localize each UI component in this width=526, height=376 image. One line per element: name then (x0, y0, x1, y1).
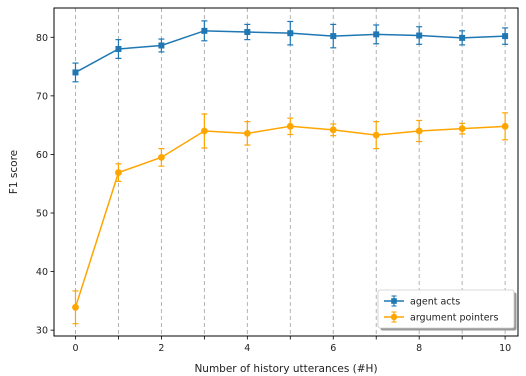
x-tick-label-5: 10 (499, 343, 511, 354)
point-0-4 (244, 29, 251, 36)
point-1-7 (372, 131, 380, 139)
x-axis-label: Number of history utterances (#H) (194, 363, 377, 375)
point-1-9 (458, 125, 466, 133)
point-0-10 (502, 33, 509, 40)
legend: agent acts argument pointers (377, 289, 517, 331)
point-1-5 (286, 122, 294, 130)
point-1-0 (72, 303, 79, 311)
point-1-10 (501, 122, 509, 130)
point-0-9 (459, 34, 466, 41)
y-tick-label-3: 60 (36, 150, 48, 161)
point-1-2 (158, 153, 165, 161)
point-0-7 (373, 31, 380, 38)
series-layer (72, 20, 509, 325)
y-tick-label-1: 40 (36, 267, 48, 278)
point-1-8 (415, 127, 423, 135)
legend-label-0: agent acts (410, 297, 460, 308)
legend-box (377, 289, 515, 329)
y-tick-label-4: 70 (36, 91, 48, 102)
point-1-1 (115, 169, 122, 176)
axis-ticks: 0 2 4 6 8 10 30 40 50 60 70 80 (36, 33, 511, 354)
point-0-6 (330, 33, 337, 40)
x-tick-label-2: 4 (244, 343, 250, 354)
point-1-3 (200, 127, 208, 135)
x-tick-label-0: 0 (72, 343, 78, 354)
y-tick-label-2: 50 (36, 209, 48, 220)
y-axis-label: F1 score (8, 150, 20, 194)
legend-item-1: argument pointers (384, 311, 498, 324)
y-tick-label-5: 80 (36, 33, 48, 44)
legend-label-1: argument pointers (410, 313, 498, 324)
point-0-1 (115, 46, 122, 52)
x-tick-label-3: 6 (330, 343, 336, 354)
legend-item-0: agent acts (384, 295, 460, 308)
point-0-3 (201, 27, 208, 34)
legend-marker-1 (390, 313, 398, 321)
plot-frame (53, 7, 519, 337)
series-1 (72, 112, 509, 325)
point-1-4 (243, 129, 251, 137)
point-0-2 (158, 42, 165, 49)
series-line-1 (74, 125, 506, 308)
point-0-0 (72, 69, 79, 76)
grid (75, 8, 506, 336)
series-0 (72, 20, 509, 83)
point-0-5 (287, 30, 294, 37)
point-0-8 (416, 32, 423, 39)
point-1-6 (329, 126, 337, 134)
legend-marker-0 (391, 298, 397, 304)
x-tick-label-1: 2 (158, 343, 164, 354)
y-tick-label-0: 30 (36, 326, 48, 337)
x-tick-label-4: 8 (416, 343, 422, 354)
